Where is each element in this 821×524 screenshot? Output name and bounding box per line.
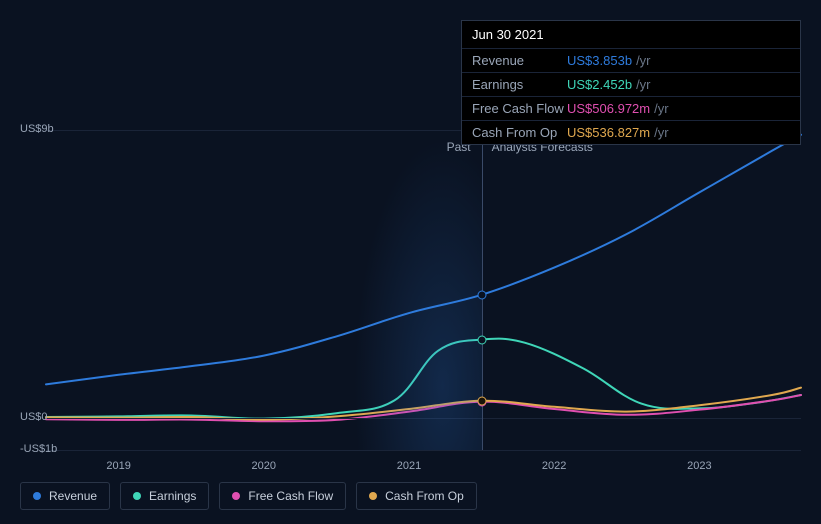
legend-dot-icon bbox=[33, 492, 41, 500]
tooltip-row-unit: /yr bbox=[636, 77, 650, 92]
tooltip-row-value: US$536.827m bbox=[567, 125, 650, 140]
legend-dot-icon bbox=[133, 492, 141, 500]
gridline bbox=[46, 450, 801, 451]
tooltip-row-label: Free Cash Flow bbox=[472, 101, 567, 116]
legend-item-cash-from-op[interactable]: Cash From Op bbox=[356, 482, 477, 510]
tooltip-date: Jun 30 2021 bbox=[462, 21, 800, 48]
y-axis-label: US$9b bbox=[20, 123, 54, 135]
tooltip-row-unit: /yr bbox=[654, 101, 668, 116]
tooltip-row-unit: /yr bbox=[654, 125, 668, 140]
tooltip-row-value: US$506.972m bbox=[567, 101, 650, 116]
legend-label: Revenue bbox=[49, 489, 97, 503]
marker-revenue bbox=[477, 290, 486, 299]
tooltip-row-label: Cash From Op bbox=[472, 125, 567, 140]
marker-cash-from-op bbox=[477, 396, 486, 405]
x-axis-label: 2023 bbox=[687, 460, 711, 472]
plot-area: US$9bUS$0-US$1b20192020202120222023PastA… bbox=[46, 130, 801, 450]
tooltip-row-label: Earnings bbox=[472, 77, 567, 92]
tooltip-row-value: US$2.452b bbox=[567, 77, 632, 92]
tooltip-row: Free Cash FlowUS$506.972m/yr bbox=[462, 96, 800, 120]
legend-item-earnings[interactable]: Earnings bbox=[120, 482, 209, 510]
legend-item-free-cash-flow[interactable]: Free Cash Flow bbox=[219, 482, 346, 510]
tooltip-row-value: US$3.853b bbox=[567, 53, 632, 68]
legend-label: Cash From Op bbox=[385, 489, 464, 503]
tooltip-row: RevenueUS$3.853b/yr bbox=[462, 48, 800, 72]
past-shade bbox=[351, 130, 482, 450]
y-axis-label: US$0 bbox=[20, 411, 48, 423]
tooltip-row: Cash From OpUS$536.827m/yr bbox=[462, 120, 800, 144]
legend-label: Free Cash Flow bbox=[248, 489, 333, 503]
legend-dot-icon bbox=[369, 492, 377, 500]
legend-dot-icon bbox=[232, 492, 240, 500]
tooltip-row-label: Revenue bbox=[472, 53, 567, 68]
legend-label: Earnings bbox=[149, 489, 196, 503]
y-axis-label: -US$1b bbox=[20, 443, 57, 455]
x-axis-label: 2020 bbox=[252, 460, 276, 472]
financial-chart: Jun 30 2021 RevenueUS$3.853b/yrEarningsU… bbox=[20, 10, 801, 470]
x-axis-label: 2019 bbox=[106, 460, 130, 472]
chart-tooltip: Jun 30 2021 RevenueUS$3.853b/yrEarningsU… bbox=[461, 20, 801, 145]
legend-item-revenue[interactable]: Revenue bbox=[20, 482, 110, 510]
x-axis-label: 2021 bbox=[397, 460, 421, 472]
chart-legend: Revenue Earnings Free Cash Flow Cash From O… bbox=[20, 482, 477, 510]
marker-earnings bbox=[477, 335, 486, 344]
tooltip-row-unit: /yr bbox=[636, 53, 650, 68]
x-axis-label: 2022 bbox=[542, 460, 566, 472]
tooltip-row: EarningsUS$2.452b/yr bbox=[462, 72, 800, 96]
